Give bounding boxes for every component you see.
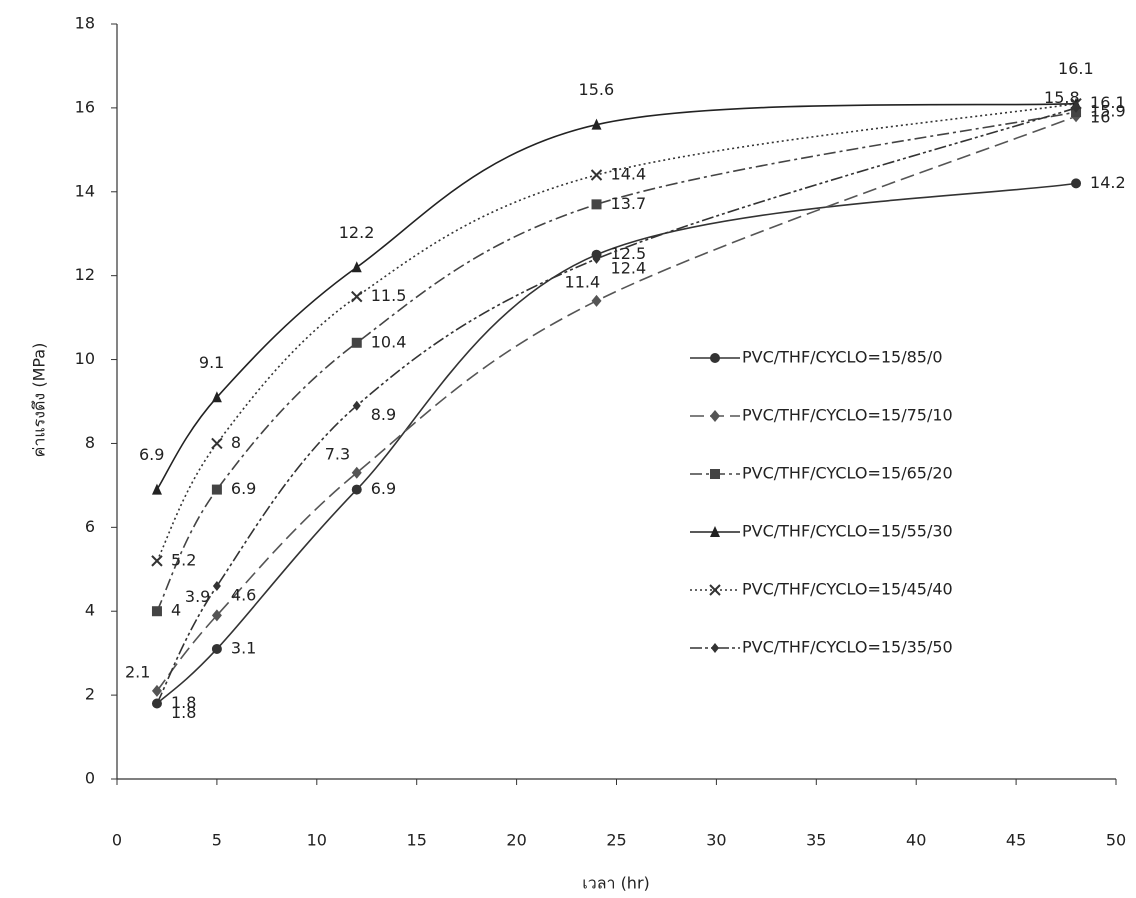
data-label: 3.9 (185, 587, 210, 606)
data-label: 11.4 (565, 272, 601, 291)
legend-marker (711, 643, 719, 653)
data-label: 6.9 (231, 479, 256, 498)
data-label: 8 (231, 433, 241, 452)
y-tick-label: 4 (85, 601, 95, 620)
legend-label: PVC/THF/CYCLO=15/55/30 (742, 522, 953, 541)
data-label: 10.4 (371, 332, 407, 351)
data-label: 1.8 (171, 703, 196, 722)
data-label: 12.2 (339, 223, 375, 242)
legend-label: PVC/THF/CYCLO=15/75/10 (742, 406, 953, 425)
data-label: 16.1 (1058, 59, 1094, 78)
point (351, 290, 363, 303)
point (151, 483, 162, 495)
point (1071, 178, 1082, 189)
point (151, 555, 163, 567)
data-label: 16 (1090, 107, 1110, 126)
data-label: 7.3 (325, 444, 350, 463)
trend-line (156, 102, 1077, 562)
data-label: 11.5 (371, 286, 407, 305)
x-axis-title: เวลา (hr) (582, 874, 650, 893)
legend-label: PVC/THF/CYCLO=15/45/40 (742, 580, 953, 599)
x-tick-label: 25 (606, 831, 626, 850)
y-tick-label: 12 (75, 265, 95, 284)
legend-marker (710, 410, 720, 422)
point (351, 466, 362, 479)
point (352, 400, 361, 411)
point (211, 484, 222, 495)
data-label: 16.1 (1090, 93, 1126, 112)
y-tick-label: 8 (85, 433, 95, 452)
data-label: 14.2 (1090, 173, 1126, 192)
point (152, 698, 161, 709)
x-tick-label: 20 (506, 831, 526, 850)
x-tick-label: 50 (1106, 831, 1126, 850)
x-tick-label: 45 (1006, 831, 1026, 850)
point (211, 437, 223, 450)
point (591, 118, 602, 130)
point (351, 261, 362, 273)
x-tick-label: 30 (706, 831, 726, 850)
data-label: 12.4 (611, 258, 647, 277)
point (590, 169, 603, 181)
data-label: 5.2 (171, 550, 196, 569)
legend-marker (710, 469, 720, 479)
legend-marker (710, 526, 720, 537)
data-label: 6.9 (371, 479, 396, 498)
data-label: 12.5 (611, 244, 647, 263)
point (351, 337, 362, 348)
y-tick-label: 18 (75, 14, 95, 33)
point (1072, 102, 1081, 113)
point (211, 609, 222, 622)
x-tick-label: 35 (806, 831, 826, 850)
trend-line (156, 107, 1077, 704)
x-tick-label: 0 (112, 831, 122, 850)
point (212, 581, 221, 592)
trend-line (156, 111, 1077, 612)
data-label: 9.1 (199, 353, 224, 372)
point (211, 391, 222, 403)
legend-label: PVC/THF/CYCLO=15/35/50 (742, 638, 953, 657)
data-label: 15.9 (1090, 102, 1126, 121)
point (591, 199, 602, 210)
point (211, 643, 222, 654)
x-tick-label: 10 (307, 831, 327, 850)
data-label: 6.9 (139, 445, 164, 464)
y-tick-label: 6 (85, 517, 95, 536)
y-tick-label: 16 (75, 97, 95, 116)
y-tick-label: 2 (85, 685, 95, 704)
data-label: 2.1 (125, 662, 150, 681)
point (591, 294, 602, 307)
y-tick-label: 0 (85, 769, 95, 788)
y-axis-title: ค่าแรงดึง (MPa) (30, 343, 49, 458)
point (351, 484, 362, 495)
y-tick-label: 10 (75, 349, 95, 368)
data-label: 13.7 (611, 194, 647, 213)
x-tick-label: 15 (407, 831, 427, 850)
legend-marker (710, 353, 720, 363)
data-label: 8.9 (371, 405, 396, 424)
data-label: 15.6 (579, 80, 615, 99)
legend-label: PVC/THF/CYCLO=15/85/0 (742, 348, 943, 367)
y-tick-label: 14 (75, 181, 95, 200)
legend-marker (709, 584, 721, 596)
point (151, 684, 162, 697)
trend-line (156, 115, 1077, 692)
data-label: 4.6 (231, 586, 256, 605)
data-label: 1.8 (171, 693, 196, 712)
data-label: 3.1 (231, 638, 256, 657)
trend-line (156, 102, 1077, 491)
x-tick-label: 40 (906, 831, 926, 850)
point (592, 253, 601, 264)
x-tick-label: 5 (212, 831, 222, 850)
data-label: 15.8 (1044, 88, 1080, 107)
data-label: 4 (171, 601, 181, 620)
data-label: 14.4 (611, 165, 647, 184)
legend-label: PVC/THF/CYCLO=15/65/20 (742, 464, 953, 483)
point (151, 606, 162, 617)
